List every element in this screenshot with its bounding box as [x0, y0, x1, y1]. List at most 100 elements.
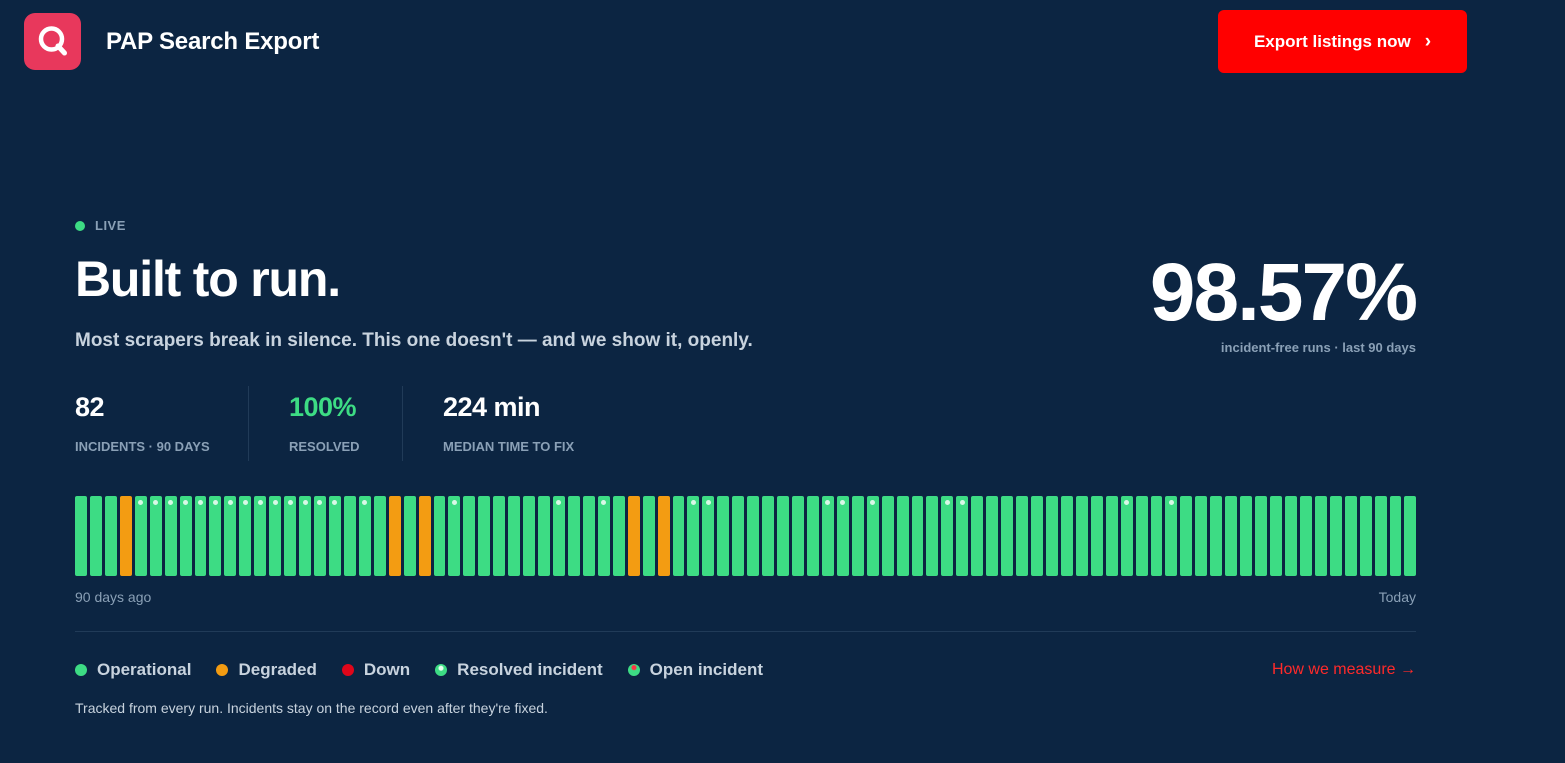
- export-listings-button[interactable]: Export listings now ›: [1218, 10, 1467, 73]
- day-bar[interactable]: [134, 496, 147, 576]
- day-bar[interactable]: [1060, 496, 1073, 576]
- day-bar[interactable]: [493, 496, 506, 576]
- legend-dot-icon: [435, 664, 448, 676]
- day-bar[interactable]: [926, 496, 939, 576]
- day-bar[interactable]: [463, 496, 476, 576]
- day-bar[interactable]: [1031, 496, 1043, 576]
- day-bar[interactable]: [642, 496, 655, 576]
- day-bar[interactable]: [1270, 496, 1282, 576]
- day-bar[interactable]: [792, 496, 804, 576]
- day-bar[interactable]: [732, 496, 745, 576]
- day-bar[interactable]: [179, 496, 192, 576]
- day-bar[interactable]: [806, 496, 819, 576]
- day-bar[interactable]: [762, 496, 775, 576]
- day-bar[interactable]: [702, 496, 715, 576]
- stat-value: 224 min: [443, 392, 541, 422]
- day-bar[interactable]: [343, 496, 356, 576]
- day-bar[interactable]: [403, 496, 416, 576]
- day-bar[interactable]: [777, 496, 789, 576]
- day-bar[interactable]: [1075, 496, 1088, 576]
- day-bar[interactable]: [433, 496, 446, 576]
- day-bar[interactable]: [224, 496, 237, 576]
- day-bar[interactable]: [388, 496, 401, 576]
- day-bar[interactable]: [956, 496, 969, 576]
- day-bar[interactable]: [1090, 496, 1103, 576]
- day-bar[interactable]: [1389, 496, 1402, 576]
- day-bar[interactable]: [1045, 496, 1058, 576]
- day-bar[interactable]: [612, 496, 625, 576]
- day-bar[interactable]: [971, 496, 984, 576]
- day-bar[interactable]: [657, 496, 670, 576]
- day-bar[interactable]: [194, 496, 207, 576]
- day-bar[interactable]: [538, 496, 550, 576]
- day-bar[interactable]: [821, 496, 834, 576]
- day-bar[interactable]: [1329, 496, 1342, 576]
- day-bar[interactable]: [149, 496, 162, 576]
- day-bar[interactable]: [1150, 496, 1163, 576]
- day-bar[interactable]: [1344, 496, 1357, 576]
- day-bar[interactable]: [75, 496, 87, 576]
- day-bar[interactable]: [1210, 496, 1223, 576]
- day-bar[interactable]: [1195, 496, 1208, 576]
- day-bar[interactable]: [597, 496, 610, 576]
- day-bar[interactable]: [567, 496, 580, 576]
- day-bar[interactable]: [866, 496, 879, 576]
- day-bar[interactable]: [1284, 496, 1297, 576]
- day-bar[interactable]: [119, 496, 132, 576]
- day-bar[interactable]: [986, 496, 999, 576]
- day-bar[interactable]: [1240, 496, 1253, 576]
- day-bar[interactable]: [373, 496, 386, 576]
- day-bar[interactable]: [314, 496, 326, 576]
- day-bar[interactable]: [881, 496, 894, 576]
- day-bar[interactable]: [553, 496, 565, 576]
- day-bar[interactable]: [1135, 496, 1148, 576]
- day-bar[interactable]: [284, 496, 297, 576]
- day-bar[interactable]: [299, 496, 311, 576]
- day-bar[interactable]: [239, 496, 252, 576]
- day-bar[interactable]: [478, 496, 491, 576]
- day-bar[interactable]: [104, 496, 117, 576]
- day-bar[interactable]: [1225, 496, 1238, 576]
- day-bar[interactable]: [1120, 496, 1133, 576]
- day-bar[interactable]: [1359, 496, 1372, 576]
- incident-marker-icon: [317, 500, 323, 505]
- day-bar[interactable]: [89, 496, 102, 576]
- app-logo[interactable]: [24, 13, 81, 70]
- day-bar[interactable]: [1165, 496, 1178, 576]
- day-bar[interactable]: [1374, 496, 1387, 576]
- day-bar[interactable]: [1016, 496, 1028, 576]
- day-bar[interactable]: [851, 496, 864, 576]
- day-bar[interactable]: [1180, 496, 1193, 576]
- day-bar[interactable]: [836, 496, 849, 576]
- day-bar[interactable]: [911, 496, 924, 576]
- day-bar[interactable]: [582, 496, 595, 576]
- stat-label: RESOLVED: [289, 439, 360, 454]
- day-bar[interactable]: [328, 496, 341, 576]
- day-bar[interactable]: [747, 496, 760, 576]
- day-bar[interactable]: [1404, 496, 1417, 576]
- day-bar[interactable]: [1001, 496, 1014, 576]
- day-bar[interactable]: [508, 496, 521, 576]
- day-bar[interactable]: [1299, 496, 1312, 576]
- day-bar[interactable]: [448, 496, 461, 576]
- day-bar[interactable]: [164, 496, 177, 576]
- day-bar[interactable]: [672, 496, 685, 576]
- day-bar[interactable]: [687, 496, 700, 576]
- stat-label: MEDIAN TIME TO FIX: [443, 439, 575, 454]
- day-bar[interactable]: [418, 496, 431, 576]
- legend-label: Open incident: [649, 660, 763, 679]
- day-bar[interactable]: [358, 496, 371, 576]
- day-bar[interactable]: [269, 496, 282, 576]
- day-bar[interactable]: [896, 496, 909, 576]
- day-bar[interactable]: [941, 496, 954, 576]
- incident-marker-icon: [1124, 500, 1130, 505]
- day-bar[interactable]: [209, 496, 222, 576]
- day-bar[interactable]: [1314, 496, 1327, 576]
- how-we-measure-link[interactable]: How we measure →: [1271, 661, 1416, 678]
- day-bar[interactable]: [717, 496, 730, 576]
- day-bar[interactable]: [627, 496, 640, 576]
- day-bar[interactable]: [1105, 496, 1118, 576]
- day-bar[interactable]: [1255, 496, 1267, 576]
- day-bar[interactable]: [254, 496, 267, 576]
- day-bar[interactable]: [523, 496, 536, 576]
